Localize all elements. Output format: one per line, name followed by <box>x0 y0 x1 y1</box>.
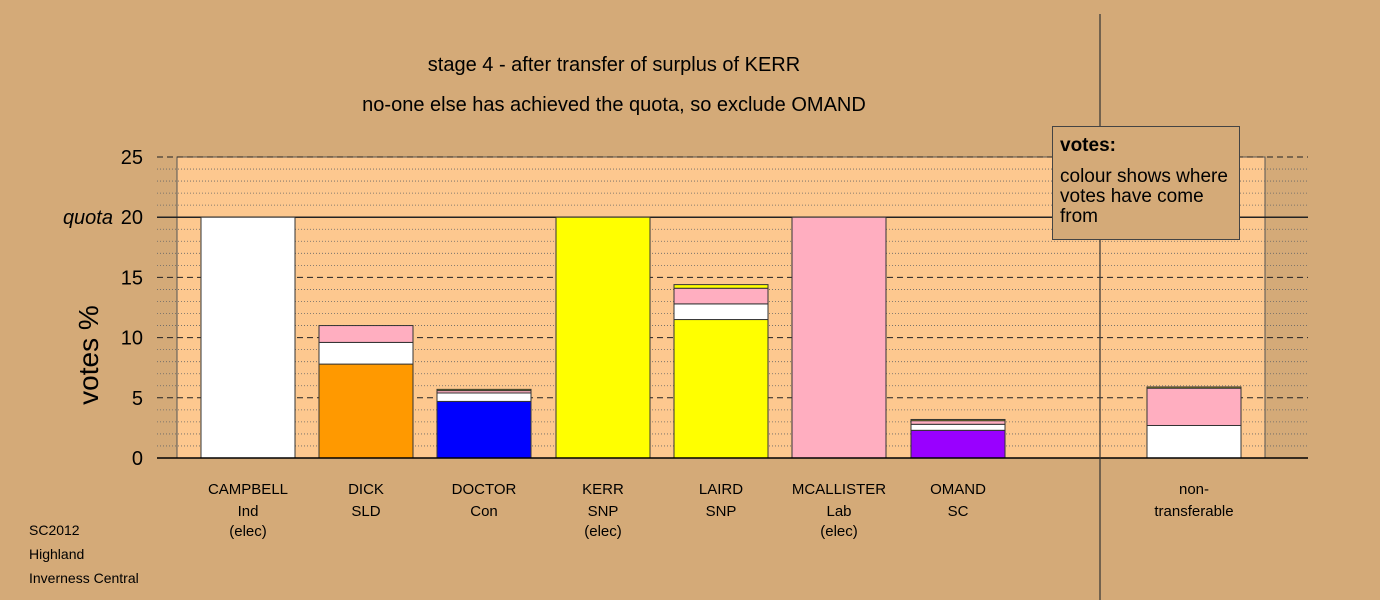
nontransferable-label: non- <box>1179 481 1209 498</box>
bar-segment <box>436 388 532 392</box>
candidate-party: Ind <box>238 503 259 520</box>
bar-segment <box>791 216 887 459</box>
chart-subtitle: no-one else has achieved the quota, so e… <box>362 94 866 116</box>
footer-ward: Inverness Central <box>29 570 139 586</box>
candidate-name: OMAND <box>930 481 986 498</box>
candidate-name: CAMPBELL <box>208 481 288 498</box>
candidate-name: DOCTOR <box>452 481 517 498</box>
y-tick-label: 25 <box>121 147 143 169</box>
bar-segment <box>910 423 1006 431</box>
candidate-party: SLD <box>351 503 380 520</box>
bar-segment <box>555 216 651 459</box>
candidate-status: (elec) <box>820 523 858 540</box>
bar-segment <box>673 284 769 289</box>
y-tick-label: 15 <box>121 267 143 289</box>
bar-segment <box>200 216 296 459</box>
bar-segment <box>673 303 769 321</box>
bar-segment <box>910 429 1006 459</box>
candidate-name: KERR <box>582 481 624 498</box>
bar-segment <box>436 392 532 402</box>
candidate-party: Lab <box>826 503 851 520</box>
chart-title: stage 4 - after transfer of surplus of K… <box>427 54 801 76</box>
candidate-party: SNP <box>706 503 737 520</box>
quota-label: quota <box>63 207 113 229</box>
legend-title: votes: <box>1060 135 1116 156</box>
bar-segment <box>318 341 414 365</box>
bar-segment <box>436 400 532 459</box>
bar-segment <box>673 287 769 305</box>
bar-segment <box>910 418 1006 422</box>
y-tick-label: 5 <box>132 388 143 410</box>
bar-segment <box>318 363 414 459</box>
bar-segment <box>1146 387 1242 426</box>
legend-text: colour shows where votes have come from <box>1060 166 1228 227</box>
candidate-party: Con <box>470 503 498 520</box>
candidate-status: (elec) <box>229 523 267 540</box>
candidate-name: DICK <box>348 481 384 498</box>
candidate-name: LAIRD <box>699 481 743 498</box>
bar-segment <box>1146 424 1242 459</box>
candidate-status: (elec) <box>584 523 622 540</box>
y-tick-label: 0 <box>132 448 143 470</box>
bar-segment <box>673 319 769 459</box>
y-axis-label: votes % <box>73 305 104 405</box>
candidate-name: MCALLISTER <box>792 481 886 498</box>
bar-segment <box>318 325 414 343</box>
y-tick-label: 10 <box>121 328 143 350</box>
nontransferable-label: transferable <box>1154 503 1233 520</box>
candidate-party: SC <box>948 503 969 520</box>
footer-council: Highland <box>29 546 85 562</box>
bar-segment <box>1146 386 1242 389</box>
footer-election: SC2012 <box>29 522 80 538</box>
bar-segment <box>910 420 1006 425</box>
legend-box: votes: colour shows where votes have com… <box>1052 126 1240 240</box>
candidate-party: SNP <box>588 503 619 520</box>
y-tick-label: 20 <box>121 207 143 229</box>
